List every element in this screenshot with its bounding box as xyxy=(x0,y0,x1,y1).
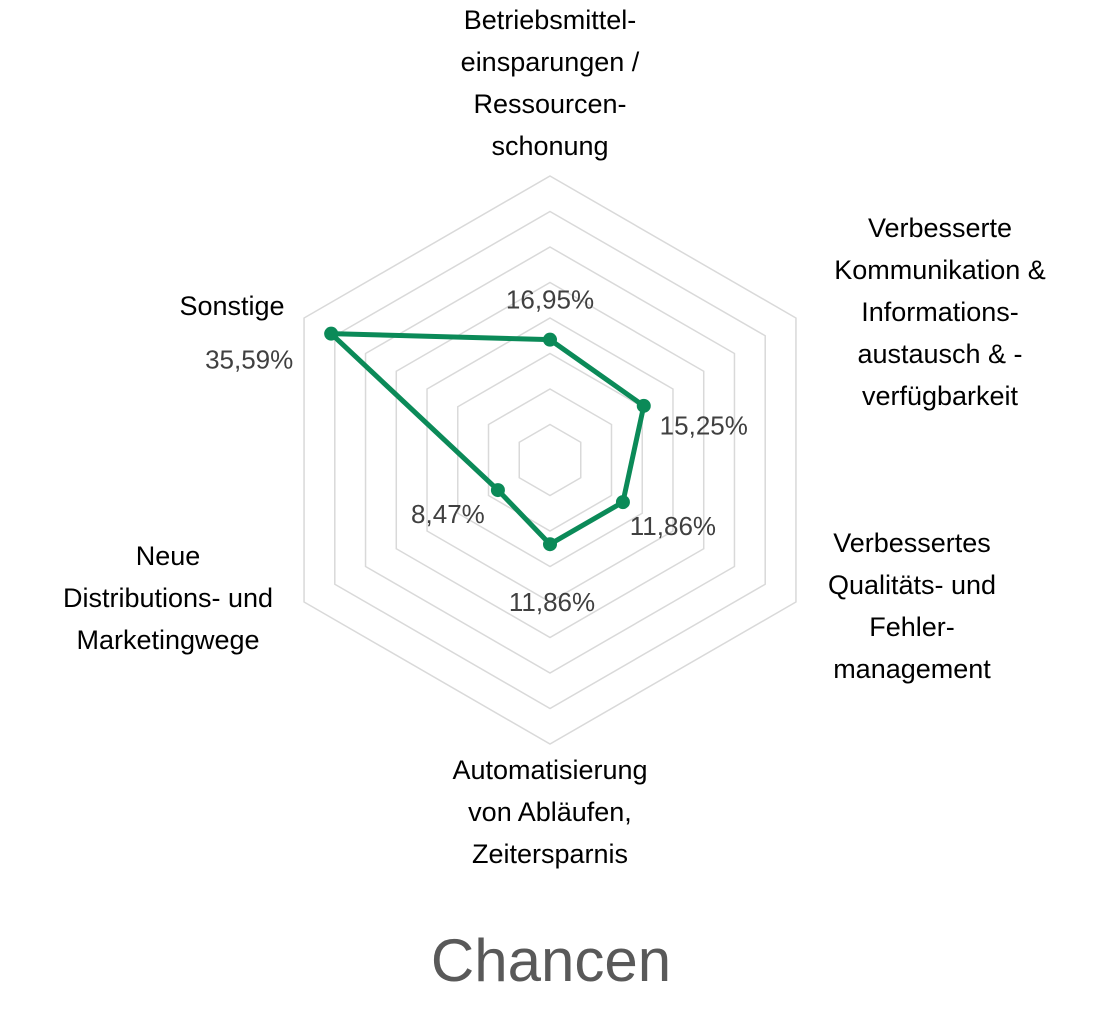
series-line xyxy=(328,331,647,547)
category-label: Neue Distributions- und Marketingwege xyxy=(63,541,273,655)
category-label: Verbessertes Qualitäts- und Fehler-managem… xyxy=(828,528,996,684)
data-label: 11,86% xyxy=(509,587,595,617)
category-label: Verbesserte Kommunikation & Informations-a… xyxy=(834,213,1046,411)
grid-ring xyxy=(395,281,705,639)
grid-ring xyxy=(518,423,582,497)
data-point xyxy=(543,332,557,347)
data-point xyxy=(543,537,557,552)
grid-ring xyxy=(364,246,736,674)
category-label: Sonstige xyxy=(179,291,284,321)
grid-ring xyxy=(426,317,674,603)
chart-title: Chancen xyxy=(431,927,671,994)
grid-ring xyxy=(303,175,797,745)
category-label: Automatisierung von Abläufen, Zeitersparni… xyxy=(452,755,647,869)
data-point xyxy=(615,495,630,510)
data-point xyxy=(490,483,505,498)
grid-ring xyxy=(487,388,613,532)
data-point xyxy=(636,398,651,413)
data-label: 8,47% xyxy=(411,499,485,529)
data-label: 35,59% xyxy=(205,345,293,375)
data-label: 15,25% xyxy=(660,411,748,441)
category-label: Betriebsmittel-einsparungen / Ressourcen-… xyxy=(461,5,640,161)
data-label: 11,86% xyxy=(630,511,716,541)
data-point xyxy=(324,326,339,341)
data-label: 16,95% xyxy=(506,285,594,315)
